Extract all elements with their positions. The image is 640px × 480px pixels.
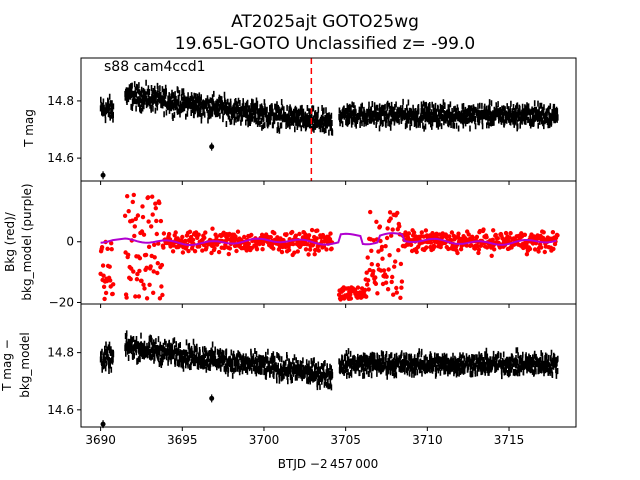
data-layer: [98, 58, 560, 429]
x-tick-label-1: 3695: [167, 433, 198, 447]
x-tick-label-2: 3700: [249, 433, 280, 447]
axes-layer: 3690 3695 3700 3705 3710 3715 14.6 14.8 −20 0 14.6…: [47, 94, 524, 447]
panel-middle-model-line: [100, 232, 557, 246]
panel-top-errorbars: [99, 79, 559, 136]
panel-bottom-ylabel-2: bkg_model: [18, 332, 32, 398]
x-tick-label-5: 3715: [494, 433, 525, 447]
panel-middle-ylabel-1: Bkg (red)/: [3, 211, 17, 272]
panel-top-y-tick-label-0: 14.6: [47, 151, 74, 165]
panel-middle-points: [98, 192, 560, 302]
panel-bottom-y-tick-label-1: 14.8: [47, 346, 74, 360]
panel-bottom-errorbars: [99, 330, 559, 391]
title-line2: 19.65L-GOTO Unclassified z= -99.0: [175, 34, 475, 54]
panel-top-points: [99, 79, 559, 180]
panel-bottom-ylabel-1: T mag −: [0, 339, 14, 392]
panel-bottom-frame: [80, 303, 577, 428]
x-axis-label: BTJD −2 457 000: [278, 457, 378, 471]
panel-middle-y-tick-label-1: 0: [66, 235, 74, 249]
panel-top-ylabel: T mag: [22, 109, 36, 148]
annotation-label: s88 cam4ccd1: [104, 59, 206, 75]
panel-middle-bkg-points: [98, 192, 560, 302]
panel-middle-ylabel-2: bkg_model (purple): [20, 183, 34, 300]
panel-middle-y-tick-label-0: −20: [49, 295, 74, 309]
title-line1: AT2025ajt GOTO25wg: [231, 12, 419, 32]
panel-top-y-tick-label-1: 14.8: [47, 94, 74, 108]
x-tick-label-0: 3690: [85, 433, 116, 447]
x-tick-label-3: 3705: [330, 433, 361, 447]
panel-bottom-points: [99, 330, 559, 429]
x-tick-label-4: 3710: [412, 433, 443, 447]
panel-bottom-y-tick-label-0: 14.6: [47, 403, 74, 417]
